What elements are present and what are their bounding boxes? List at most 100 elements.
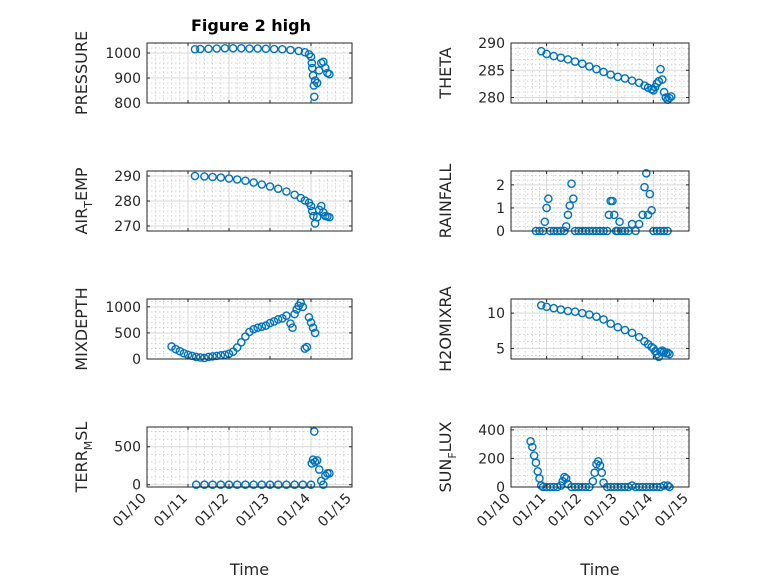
data-point <box>241 176 250 186</box>
data-point <box>640 182 649 192</box>
data-point <box>265 182 275 191</box>
data-point <box>269 317 279 326</box>
data-point <box>321 63 330 73</box>
data-point <box>282 480 291 490</box>
data-point <box>561 222 571 231</box>
y-tick-label: 200 <box>478 451 505 467</box>
y-axis-label: AIRTEMP <box>72 167 95 234</box>
data-point <box>561 474 571 483</box>
data-point <box>659 481 669 490</box>
data-point <box>531 458 541 468</box>
data-point <box>204 352 213 362</box>
data-point <box>658 75 667 84</box>
data-point <box>661 93 671 102</box>
data-point <box>190 44 200 54</box>
data-point <box>300 47 310 57</box>
data-point <box>286 319 295 328</box>
data-point <box>608 196 617 206</box>
data-point <box>190 171 200 181</box>
data-point <box>220 43 230 53</box>
data-point <box>540 217 550 227</box>
data-point <box>265 480 275 490</box>
data-point <box>310 457 320 467</box>
data-point <box>282 187 291 196</box>
data-point <box>567 179 576 188</box>
data-point <box>304 312 314 322</box>
data-point <box>273 480 283 490</box>
data-point <box>309 92 319 102</box>
x-tick-label: 01/15 <box>315 491 355 531</box>
data-point <box>228 43 238 53</box>
axes-box <box>510 426 690 488</box>
y-tick-label: 0 <box>132 478 141 494</box>
data-point <box>200 480 209 490</box>
y-tick-label: 0 <box>496 480 505 496</box>
data-point <box>609 210 619 220</box>
y-tick-label: 280 <box>478 91 505 107</box>
x-tick-label: 01/12 <box>192 491 232 531</box>
data-point <box>175 346 185 356</box>
data-point <box>191 352 201 362</box>
data-point <box>236 338 246 347</box>
data-point <box>321 471 330 480</box>
data-point <box>312 212 322 222</box>
data-point <box>300 196 310 205</box>
data-point <box>634 332 644 342</box>
x-tick-label: 01/13 <box>233 491 273 531</box>
data-point <box>269 44 279 54</box>
data-point <box>663 481 672 490</box>
data-point <box>613 322 623 332</box>
data-point <box>236 43 246 53</box>
data-point <box>588 476 598 486</box>
data-point <box>325 69 334 79</box>
data-point <box>212 44 221 53</box>
data-point <box>638 210 648 220</box>
data-point <box>257 322 267 331</box>
y-tick-label: 500 <box>114 440 141 456</box>
data-point <box>308 455 318 464</box>
data-point <box>597 468 607 478</box>
data-point <box>663 348 672 357</box>
data-point <box>577 59 587 69</box>
y-tick-label: 285 <box>478 63 505 79</box>
y-tick-label: 2 <box>496 178 505 194</box>
panel-h2omixra: 5 10 H2OMIXRA <box>436 286 690 372</box>
data-point <box>298 480 308 490</box>
data-point <box>200 172 209 181</box>
y-tick-label: 500 <box>114 326 141 342</box>
data-point <box>282 311 291 320</box>
data-point <box>565 201 575 210</box>
y-tick-label: 270 <box>114 219 141 235</box>
y-tick-label: 5 <box>496 341 505 357</box>
data-point <box>216 173 226 182</box>
data-point <box>241 480 250 490</box>
data-point <box>533 466 543 476</box>
data-point <box>273 315 283 324</box>
axes-box <box>146 426 353 488</box>
data-point <box>645 189 655 199</box>
y-tick-label: 280 <box>114 194 141 210</box>
data-point <box>592 312 601 321</box>
data-point <box>659 87 669 97</box>
data-point <box>306 201 316 211</box>
data-point <box>257 480 267 490</box>
data-point <box>179 348 189 358</box>
y-axis-label: PRESSURE <box>72 31 91 115</box>
data-point <box>308 71 318 80</box>
figure-title: Figure 2 high <box>191 16 311 35</box>
data-point <box>593 456 603 466</box>
panel-mixdepth: 0 500 1000 MIXDEPTH <box>72 287 353 371</box>
panel-theta: 280 285 290 THETA <box>436 36 690 107</box>
data-point <box>656 64 665 74</box>
data-point <box>249 480 258 490</box>
panel-terr_msl: 0 500 01/10 01/11 01/12 01/13 01/14 01/15 Time TE… <box>72 422 355 579</box>
data-point <box>307 58 317 68</box>
y-tick-label: 1000 <box>105 300 141 316</box>
data-point <box>290 309 299 319</box>
data-point <box>312 456 322 465</box>
data-point <box>208 172 217 182</box>
data-point <box>325 469 334 478</box>
data-point <box>286 45 295 55</box>
